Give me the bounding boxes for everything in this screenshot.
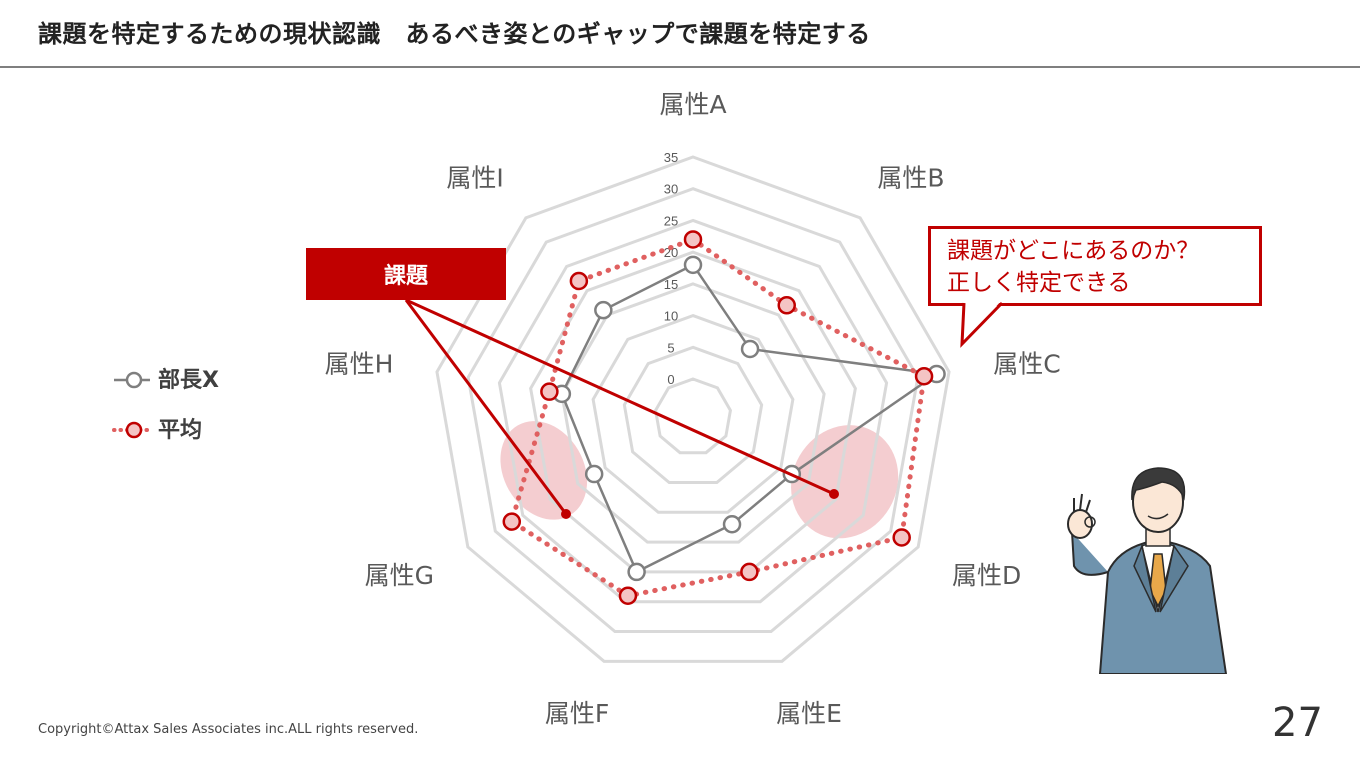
tick-label-30: 30 [664, 182, 678, 197]
legend-label-series1: 部長X [158, 368, 219, 393]
businessman-ok-sign-illustration [1067, 467, 1228, 674]
grid-ring-0 [654, 377, 732, 455]
grid-ring-5 [622, 345, 764, 485]
radar-tick-labels: 0 5 10 15 20 25 30 35 [664, 150, 678, 387]
data-point-平均-属性I [569, 271, 589, 291]
tick-label-5: 5 [667, 340, 674, 355]
legend-swatch-red-icon [112, 421, 152, 439]
issue-label: 課題 [306, 248, 506, 300]
issue-pointer-dot-2 [829, 489, 839, 499]
grid-ring-15 [560, 282, 826, 544]
issue-pointer-dot-1 [561, 509, 571, 519]
series-line-平均 [508, 236, 927, 599]
issue-pointer-line-1 [404, 299, 568, 515]
data-point-部長X-属性E [722, 514, 742, 534]
category-label-属性G: 属性G [365, 561, 434, 590]
radar-category-labels: 属性A 属性B 属性C 属性D 属性E 属性F 属性G 属性H 属性I [325, 90, 1061, 728]
category-label-属性D: 属性D [952, 561, 1021, 590]
page-number: 27 [1272, 700, 1323, 746]
category-label-属性E: 属性E [776, 699, 842, 728]
issue-pointers [404, 298, 839, 519]
tick-label-10: 10 [664, 309, 678, 324]
data-point-平均-属性A [683, 230, 703, 249]
data-point-部長X-属性F [627, 562, 646, 582]
radar-grid [435, 155, 951, 663]
category-label-属性A: 属性A [659, 90, 726, 119]
data-point-部長X-属性A [683, 255, 703, 275]
tick-label-15: 15 [664, 277, 678, 292]
data-point-平均-属性E [740, 562, 759, 582]
radar-series [502, 230, 946, 606]
data-point-平均-属性F [618, 586, 638, 606]
data-point-平均-属性C [914, 367, 934, 386]
tick-label-20: 20 [664, 245, 678, 260]
tick-label-0: 0 [667, 372, 674, 387]
category-label-属性F: 属性F [545, 699, 609, 728]
category-label-属性H: 属性H [325, 349, 394, 378]
title-divider [0, 66, 1360, 68]
data-point-部長X-属性G [584, 464, 604, 484]
data-point-平均-属性B [777, 296, 796, 315]
grid-ring-30 [466, 187, 920, 634]
page-title: 課題を特定するための現状認識 あるべき姿とのギャップで課題を特定する [38, 20, 871, 48]
highlight-属性D [791, 425, 899, 539]
category-label-属性B: 属性B [877, 163, 944, 192]
callout-box: 課題がどこにあるのか？ 正しく特定できる [928, 226, 1262, 306]
legend-label-series2: 平均 [158, 418, 203, 443]
data-point-平均-属性G [502, 512, 522, 531]
data-point-平均-属性D [892, 528, 911, 547]
callout-text: 課題がどこにあるのか？ 正しく特定できる [947, 235, 1199, 299]
tick-label-35: 35 [664, 150, 678, 165]
grid-ring-25 [497, 218, 889, 604]
category-label-属性C: 属性C [993, 349, 1060, 378]
issue-pointer-line-2 [405, 298, 835, 496]
data-point-平均-属性H [540, 382, 559, 401]
callout-line-2: 正しく特定できる [947, 270, 1131, 296]
data-point-部長X-属性B [740, 339, 760, 359]
callout-line-1: 課題がどこにあるのか？ [947, 238, 1200, 264]
grid-ring-20 [529, 250, 857, 574]
tick-label-25: 25 [664, 213, 678, 228]
series-line-部長X [560, 263, 940, 574]
callout-tail [960, 300, 1004, 348]
grid-ring-10 [591, 313, 795, 514]
copyright-text: Copyright©Attax Sales Associates inc.ALL… [38, 722, 419, 737]
data-point-部長X-属性I [594, 300, 613, 320]
category-label-属性I: 属性I [446, 163, 503, 192]
legend-swatch-gray-icon [114, 371, 150, 389]
